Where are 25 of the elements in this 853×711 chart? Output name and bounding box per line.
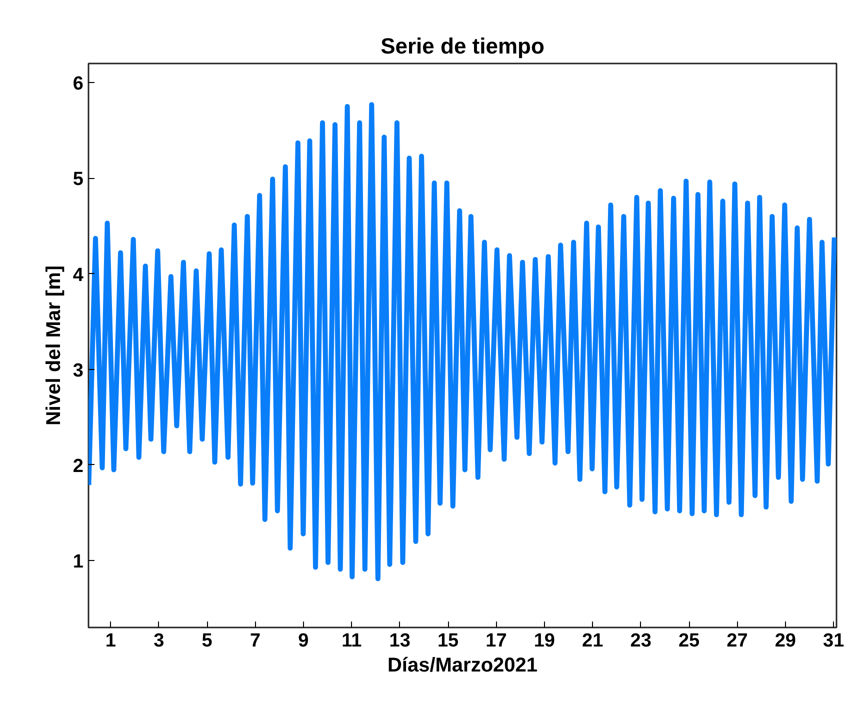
x-tick-label: 9: [298, 630, 309, 652]
x-tick-label: 7: [250, 630, 261, 652]
y-tick-label: 1: [72, 552, 84, 573]
x-tick-label: 27: [726, 630, 748, 652]
x-tick-label: 15: [437, 630, 460, 652]
x-tick-label: 5: [202, 630, 213, 652]
x-tick-label: 13: [389, 630, 410, 652]
x-tick-label: 3: [154, 630, 164, 652]
x-tick-label: 21: [582, 630, 604, 652]
y-tick-label: 5: [72, 169, 84, 190]
y-tick-label: 6: [72, 74, 84, 95]
y-tick-label: 2: [72, 456, 84, 477]
x-tick-label: 1: [105, 630, 116, 652]
x-tick-label: 31: [823, 630, 845, 652]
x-tick-label: 23: [630, 630, 652, 652]
y-tick-label: 3: [72, 360, 84, 382]
x-tick-label: 11: [342, 630, 362, 652]
chart-title: Serie de tiempo: [380, 34, 544, 58]
x-tick-label: 29: [774, 630, 796, 652]
y-axis-title: Nivel del Mar [m]: [42, 265, 65, 426]
x-axis-title: Días/Marzo2021: [387, 654, 538, 676]
y-tick-label: 4: [72, 264, 84, 286]
x-tick-label: 19: [534, 630, 556, 652]
x-tick-label: 17: [486, 630, 507, 652]
x-tick-label: 25: [678, 630, 700, 652]
